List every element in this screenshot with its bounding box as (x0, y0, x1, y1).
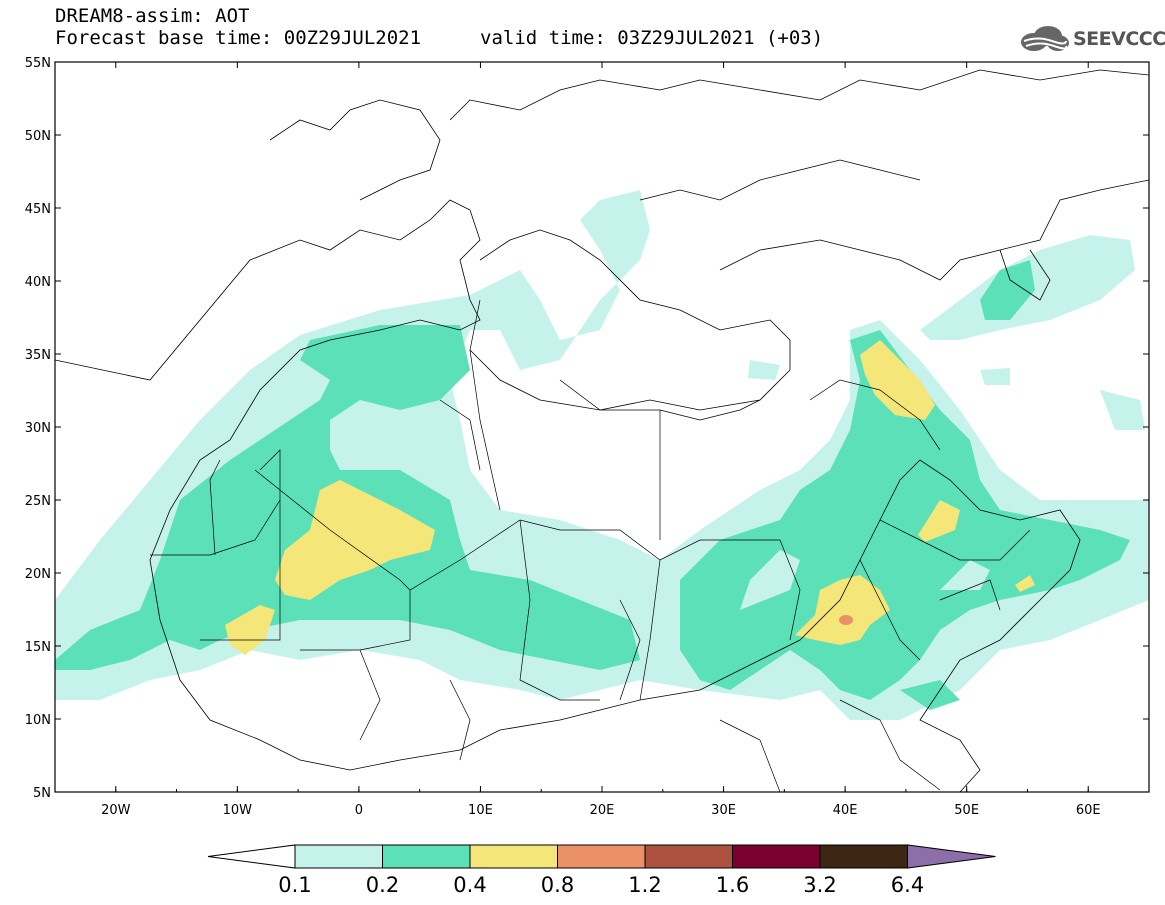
forecast-base-time: Forecast base time: 00Z29JUL2021 (55, 27, 422, 49)
colorbar-segment (819, 844, 908, 869)
lon-tick-label: 40E (833, 803, 858, 818)
colorbar-segment (557, 844, 646, 869)
lon-tick-label: 20E (590, 803, 615, 818)
colorbar-label: 0.8 (541, 873, 574, 897)
lat-tick-label: 45N (25, 202, 51, 217)
lon-tick-label: 20W (101, 803, 131, 818)
lon-tick-label: 60E (1076, 803, 1101, 818)
lat-tick-label: 50N (25, 129, 51, 144)
valid-time: valid time: 03Z29JUL2021 (+03) (480, 27, 824, 49)
aot-shading (55, 69, 1149, 792)
lat-tick-label: 35N (25, 348, 51, 363)
lat-tick-label: 25N (25, 494, 51, 509)
lon-tick-label: 50E (954, 803, 979, 818)
map-title: DREAM8-assim: AOT (55, 5, 250, 27)
lat-tick-label: 10N (25, 713, 51, 728)
colorbar-label: 1.2 (628, 873, 661, 897)
seevccc-logo: SEEVCCC (1018, 24, 1165, 54)
colorbar-label: 3.2 (803, 873, 836, 897)
colorbar-label: 0.4 (453, 873, 486, 897)
colorbar-label: 1.6 (716, 873, 749, 897)
country-borders (150, 299, 1031, 792)
lat-tick-label: 5N (33, 786, 51, 801)
aot-level-0.8 (839, 615, 853, 625)
colorbar-segment (732, 844, 821, 869)
aot-level-0.1-holes (740, 550, 990, 610)
colorbar-label: 0.1 (278, 873, 311, 897)
colorbar-segment (469, 844, 558, 869)
lat-tick-label: 55N (25, 56, 51, 71)
cloud-logo-icon (1021, 26, 1069, 51)
lat-tick-label: 20N (25, 567, 51, 582)
lat-tick-label: 15N (25, 640, 51, 655)
lon-tick-label: 10E (468, 803, 493, 818)
lat-tick-label: 30N (25, 421, 51, 436)
longitude-axis: 20W 10W 0 10E 20E 30E 40E 50E 60E (54, 62, 1150, 818)
latitude-axis: 55N 50N 45N 40N 35N 30N 25N 20N 15N 10N 5N (25, 56, 1149, 801)
lon-tick-label: 30E (711, 803, 736, 818)
lat-tick-label: 40N (25, 275, 51, 290)
colorbar-segment (644, 844, 733, 869)
coastlines (55, 69, 1149, 792)
aot-level-0.4 (225, 340, 1035, 655)
colorbar-low-triangle (207, 844, 296, 869)
lon-tick-label: 0 (355, 803, 363, 818)
colorbar-high-triangle (907, 844, 996, 869)
colorbar-segment (294, 844, 383, 869)
lon-tick-label: 10W (223, 803, 253, 818)
logo-text: SEEVCCC (1073, 28, 1165, 50)
colorbar-label: 0.2 (366, 873, 399, 897)
colorbar: 0.1 0.2 0.4 0.8 1.2 1.6 3.2 6.4 (207, 844, 996, 897)
colorbar-label: 6.4 (891, 873, 924, 897)
colorbar-segment (382, 844, 471, 869)
